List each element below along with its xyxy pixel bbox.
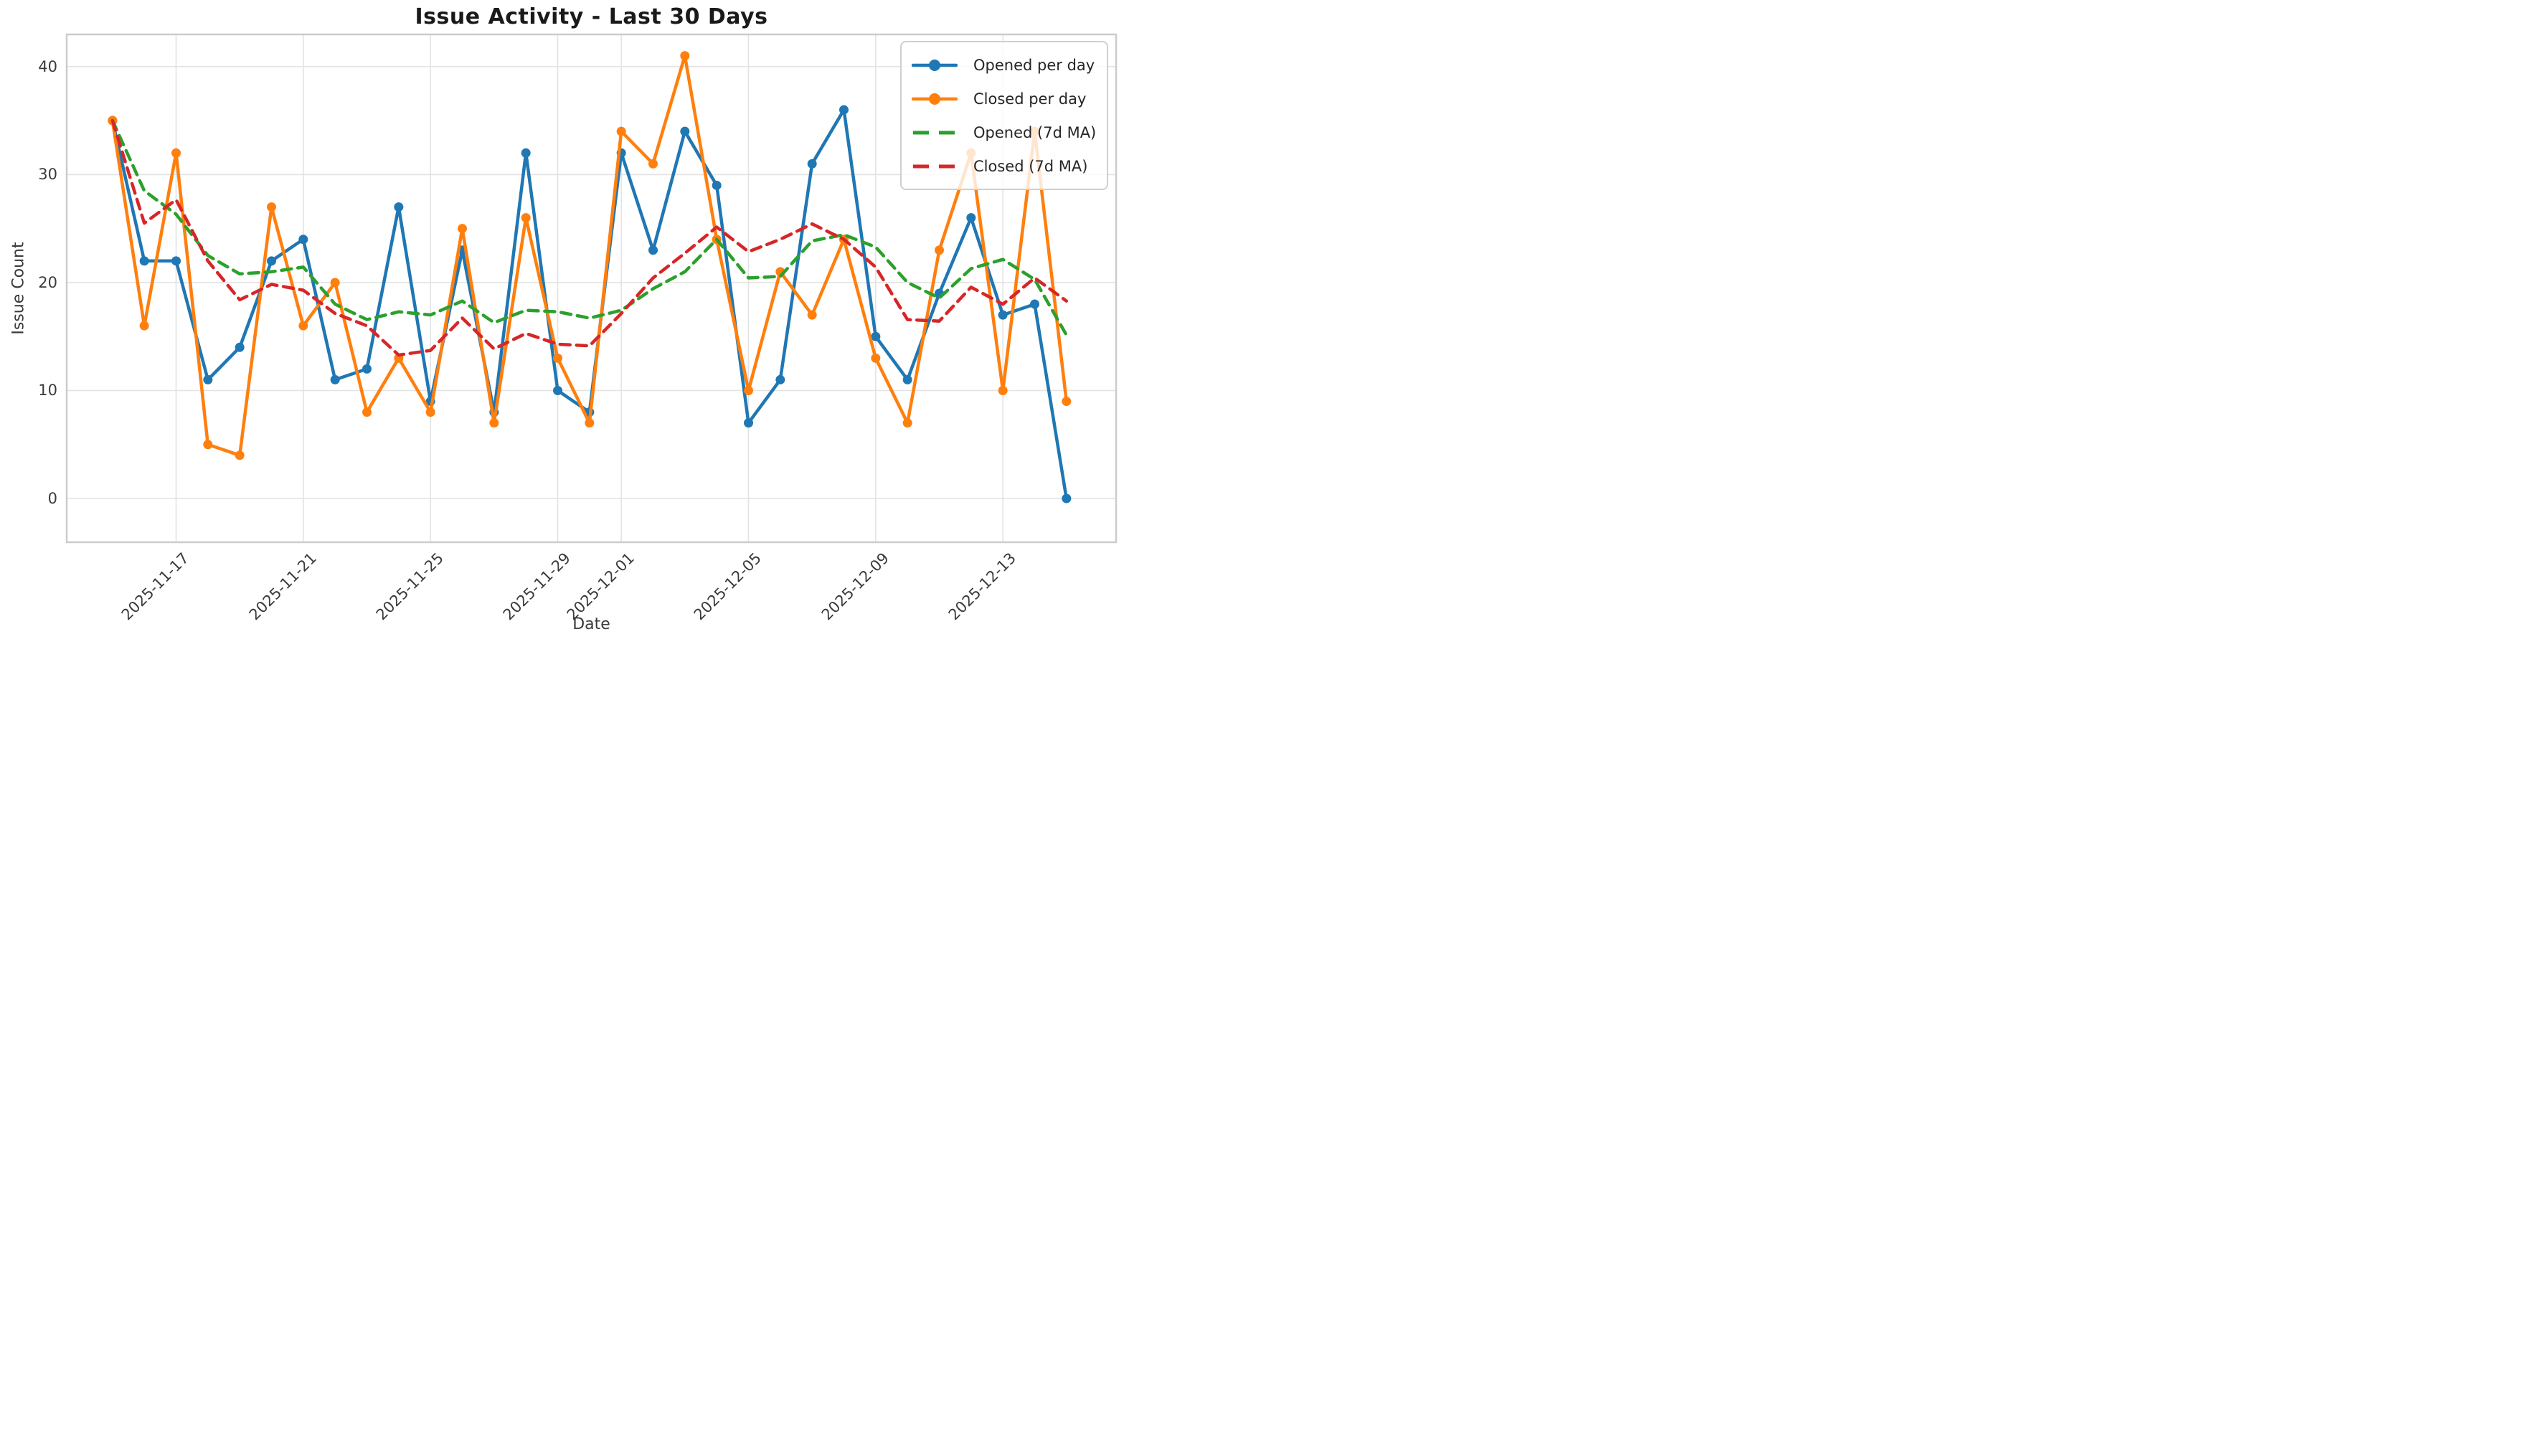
data-point-marker xyxy=(648,159,658,169)
data-point-marker xyxy=(235,450,245,460)
legend-label: Opened (7d MA) xyxy=(973,123,1097,141)
data-point-marker xyxy=(871,331,881,341)
legend-item-opened-7d-ma: Opened (7d MA) xyxy=(902,117,1107,148)
data-point-marker xyxy=(616,126,626,136)
legend-item-closed-7d-ma: Closed (7d MA) xyxy=(902,151,1107,182)
data-point-marker xyxy=(330,278,340,288)
data-point-marker xyxy=(966,213,976,223)
data-point-marker xyxy=(521,213,531,223)
data-point-marker xyxy=(585,418,595,428)
data-point-marker xyxy=(744,418,754,428)
data-point-marker xyxy=(712,180,722,190)
data-point-marker xyxy=(267,256,277,266)
data-point-marker xyxy=(203,440,213,450)
data-point-marker xyxy=(902,374,912,384)
data-point-marker xyxy=(203,374,213,384)
chart-figure: Issue Activity - Last 30 Days 0 10 20 30 40 2… xyxy=(0,0,1125,647)
y-tick-label: 20 xyxy=(38,273,57,291)
legend-label: Closed (7d MA) xyxy=(973,157,1088,175)
data-point-marker xyxy=(235,342,245,352)
data-point-marker xyxy=(680,126,690,136)
data-point-marker xyxy=(362,364,372,374)
y-tick-label: 10 xyxy=(38,382,57,400)
data-point-marker xyxy=(648,245,658,255)
legend-item-closed-per-day: Closed per day xyxy=(902,83,1107,115)
y-tick-label: 0 xyxy=(47,490,57,508)
data-point-marker xyxy=(775,374,785,384)
data-point-marker xyxy=(394,202,404,212)
data-point-marker xyxy=(998,385,1008,395)
plot-area xyxy=(65,33,1118,544)
data-point-marker xyxy=(171,148,181,158)
data-point-marker xyxy=(680,51,690,61)
data-point-marker xyxy=(935,245,945,255)
data-point-marker xyxy=(139,256,149,266)
legend-label: Opened per day xyxy=(973,56,1095,74)
series-line-closed-7d-ma- xyxy=(110,118,1069,357)
y-tick-label: 40 xyxy=(38,57,57,75)
data-point-marker xyxy=(298,321,308,331)
data-point-marker xyxy=(902,418,912,428)
data-point-marker xyxy=(521,148,531,158)
solid-line-marker-icon xyxy=(912,93,958,105)
data-point-marker xyxy=(330,374,340,384)
data-point-marker xyxy=(553,353,563,363)
x-axis-label: Date xyxy=(572,615,610,633)
chart-title: Issue Activity - Last 30 Days xyxy=(415,4,768,29)
data-point-marker xyxy=(1062,493,1072,504)
dashed-line-icon xyxy=(913,131,956,134)
data-point-marker xyxy=(458,224,468,234)
data-point-marker xyxy=(139,321,149,331)
data-point-marker xyxy=(553,385,563,395)
data-point-marker xyxy=(744,385,754,395)
legend-label: Closed per day xyxy=(973,90,1087,108)
data-point-marker xyxy=(1062,397,1072,407)
data-point-marker xyxy=(807,159,817,169)
dashed-line-icon xyxy=(913,164,956,168)
data-point-marker xyxy=(425,407,435,417)
series-line-opened-7d-ma- xyxy=(110,118,1069,337)
data-point-marker xyxy=(171,256,181,266)
data-point-marker xyxy=(267,202,277,212)
data-point-marker xyxy=(362,407,372,417)
y-axis-label: Issue Count xyxy=(9,242,28,335)
solid-line-marker-icon xyxy=(912,59,958,71)
data-point-marker xyxy=(998,310,1008,320)
data-point-marker xyxy=(839,105,849,115)
y-tick-label: 30 xyxy=(38,166,57,184)
axes-spines xyxy=(65,33,1118,544)
legend-box: Opened per day Closed per day Opened (7d… xyxy=(900,41,1108,190)
data-point-marker xyxy=(807,310,817,320)
data-point-marker xyxy=(298,235,308,245)
data-point-marker xyxy=(871,353,881,363)
legend-item-opened-per-day: Opened per day xyxy=(902,49,1107,81)
data-point-marker xyxy=(1030,299,1040,309)
data-point-marker xyxy=(489,418,499,428)
